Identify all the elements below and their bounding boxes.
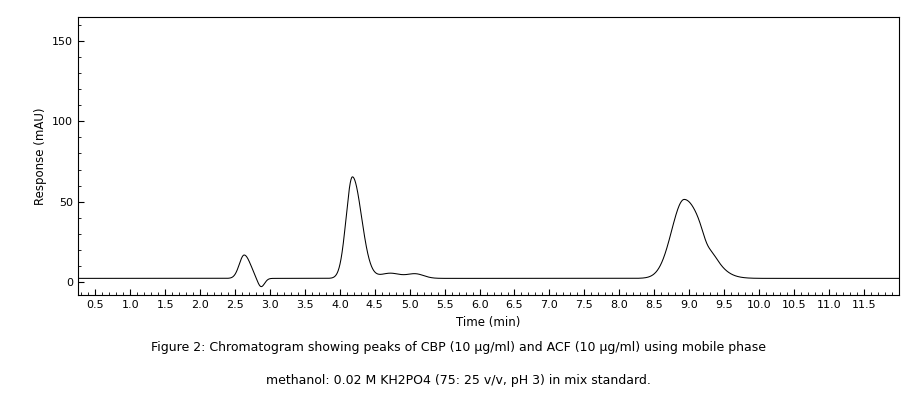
X-axis label: Time (min): Time (min)	[456, 316, 521, 329]
Text: Figure 2: Chromatogram showing peaks of CBP (10 μg/ml) and ACF (10 μg/ml) using : Figure 2: Chromatogram showing peaks of …	[151, 341, 766, 354]
Y-axis label: Response (mAU): Response (mAU)	[34, 107, 47, 205]
Text: methanol: 0.02 M KH2PO4 (75: 25 v/v, pH 3) in mix standard.: methanol: 0.02 M KH2PO4 (75: 25 v/v, pH …	[266, 374, 651, 387]
